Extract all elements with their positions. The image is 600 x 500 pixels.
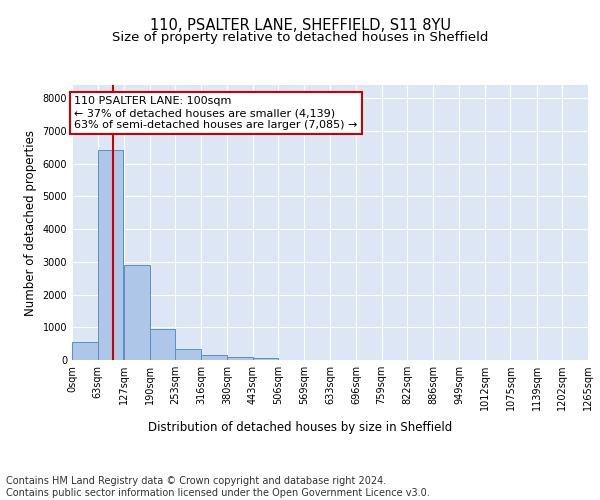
Bar — [227, 356, 253, 360]
Text: Size of property relative to detached houses in Sheffield: Size of property relative to detached ho… — [112, 31, 488, 44]
Bar — [149, 328, 175, 360]
Bar — [98, 150, 124, 360]
Text: 110, PSALTER LANE, SHEFFIELD, S11 8YU: 110, PSALTER LANE, SHEFFIELD, S11 8YU — [149, 18, 451, 32]
Bar — [201, 355, 227, 360]
Bar — [124, 265, 149, 360]
Text: Contains HM Land Registry data © Crown copyright and database right 2024.
Contai: Contains HM Land Registry data © Crown c… — [6, 476, 430, 498]
Bar — [72, 342, 98, 360]
Bar — [175, 348, 201, 360]
Text: Distribution of detached houses by size in Sheffield: Distribution of detached houses by size … — [148, 421, 452, 434]
Bar — [253, 358, 278, 360]
Y-axis label: Number of detached properties: Number of detached properties — [24, 130, 37, 316]
Text: 110 PSALTER LANE: 100sqm
← 37% of detached houses are smaller (4,139)
63% of sem: 110 PSALTER LANE: 100sqm ← 37% of detach… — [74, 96, 358, 130]
